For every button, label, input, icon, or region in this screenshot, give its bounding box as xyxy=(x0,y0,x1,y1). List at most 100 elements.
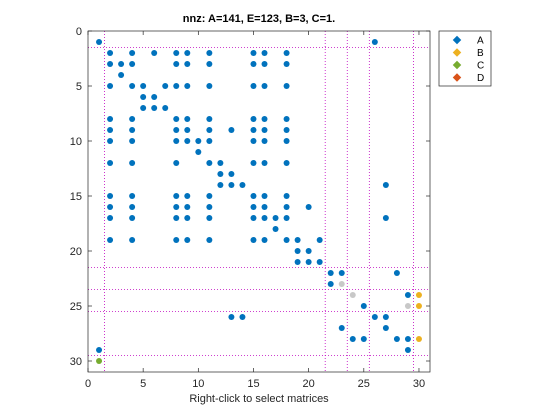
data-point xyxy=(228,127,235,133)
data-point xyxy=(195,138,202,144)
data-point xyxy=(250,215,257,221)
data-point xyxy=(173,237,180,243)
data-point xyxy=(349,292,356,298)
data-point xyxy=(371,39,378,45)
data-point xyxy=(129,160,136,166)
legend-entry[interactable]: D xyxy=(477,73,484,84)
data-point xyxy=(305,259,312,265)
data-point xyxy=(217,160,224,166)
data-point xyxy=(140,94,147,100)
data-point xyxy=(294,259,301,265)
data-point xyxy=(338,325,345,331)
data-point xyxy=(107,193,114,199)
data-point xyxy=(371,314,378,320)
x-tick-label: 5 xyxy=(140,378,146,390)
data-point xyxy=(261,193,268,199)
data-point xyxy=(250,116,257,122)
data-point xyxy=(206,50,213,56)
data-point xyxy=(206,237,213,243)
data-point xyxy=(107,61,114,67)
data-point xyxy=(250,127,257,133)
data-point xyxy=(162,83,169,89)
data-point xyxy=(107,116,114,122)
data-point xyxy=(283,160,290,166)
data-point xyxy=(140,83,147,89)
legend-marker xyxy=(452,73,462,82)
data-point xyxy=(250,50,257,56)
data-point xyxy=(184,204,191,210)
data-point xyxy=(283,237,290,243)
data-point xyxy=(382,314,389,320)
data-point xyxy=(360,336,367,342)
data-point xyxy=(360,303,367,309)
data-point xyxy=(118,61,125,67)
data-point xyxy=(96,358,103,364)
data-point xyxy=(338,281,345,287)
data-point xyxy=(283,204,290,210)
data-point xyxy=(239,182,246,188)
data-point xyxy=(184,50,191,56)
y-tick-label: 20 xyxy=(70,246,82,258)
data-point xyxy=(129,193,136,199)
data-point xyxy=(261,50,268,56)
data-point xyxy=(184,61,191,67)
x-tick-label: 30 xyxy=(413,378,425,390)
data-point xyxy=(261,127,268,133)
data-point xyxy=(283,138,290,144)
x-axis-label: Right-click to select matrices xyxy=(189,393,329,405)
data-point xyxy=(151,50,158,56)
legend-box xyxy=(438,30,492,87)
data-point xyxy=(283,127,290,133)
data-point xyxy=(173,138,180,144)
y-tick-label: 5 xyxy=(76,81,82,93)
data-point xyxy=(107,50,114,56)
data-point xyxy=(272,226,279,232)
data-point xyxy=(173,193,180,199)
legend-entry[interactable]: C xyxy=(477,61,484,72)
data-point xyxy=(206,83,213,89)
data-point xyxy=(129,127,136,133)
data-point xyxy=(162,105,169,111)
data-point xyxy=(239,314,246,320)
legend-entry[interactable]: A xyxy=(477,36,484,47)
x-tick-label: 25 xyxy=(358,378,370,390)
data-point xyxy=(184,138,191,144)
data-point xyxy=(107,83,114,89)
data-point xyxy=(107,215,114,221)
y-tick-label: 0 xyxy=(76,26,82,38)
data-point xyxy=(173,204,180,210)
data-point xyxy=(184,215,191,221)
data-point xyxy=(206,127,213,133)
x-tick-label: 20 xyxy=(303,378,315,390)
data-point xyxy=(261,204,268,210)
data-point xyxy=(173,160,180,166)
data-point xyxy=(261,83,268,89)
data-point xyxy=(305,204,312,210)
data-point xyxy=(151,94,158,100)
data-point xyxy=(96,39,103,45)
y-tick-label: 15 xyxy=(70,191,82,203)
data-point xyxy=(250,160,257,166)
legend-entry[interactable]: B xyxy=(477,48,484,59)
data-point xyxy=(173,83,180,89)
data-point xyxy=(404,347,411,353)
data-point xyxy=(250,237,257,243)
data-point xyxy=(151,105,158,111)
data-point xyxy=(382,325,389,331)
y-tick-label: 10 xyxy=(70,136,82,148)
data-point xyxy=(184,237,191,243)
data-point xyxy=(107,160,114,166)
data-point xyxy=(217,182,224,188)
x-tick-label: 15 xyxy=(247,378,259,390)
data-point xyxy=(305,248,312,254)
data-point xyxy=(415,336,422,342)
data-point xyxy=(393,270,400,276)
data-point xyxy=(129,215,136,221)
data-point xyxy=(404,336,411,342)
data-point xyxy=(129,138,136,144)
data-point xyxy=(415,303,422,309)
data-point xyxy=(129,204,136,210)
